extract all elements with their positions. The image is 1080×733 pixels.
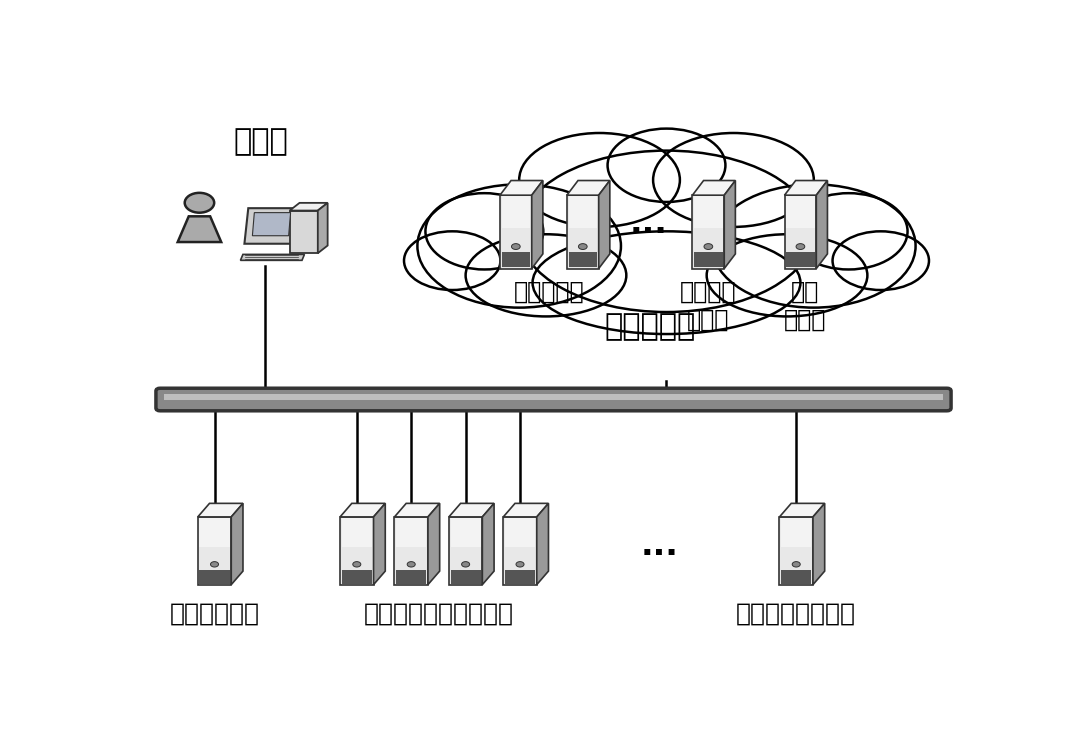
Polygon shape <box>598 180 610 268</box>
Ellipse shape <box>404 232 500 290</box>
Ellipse shape <box>653 133 814 227</box>
Polygon shape <box>289 210 318 253</box>
Text: 集成控制
虚拟机: 集成控制 虚拟机 <box>680 280 737 331</box>
Polygon shape <box>449 504 494 517</box>
Circle shape <box>704 243 713 249</box>
Text: 编译
虚拟机: 编译 虚拟机 <box>783 280 826 331</box>
Polygon shape <box>200 518 230 548</box>
Polygon shape <box>396 518 427 548</box>
Polygon shape <box>503 517 537 585</box>
Text: 代码版本库管理器: 代码版本库管理器 <box>737 602 856 625</box>
Polygon shape <box>692 180 735 195</box>
Ellipse shape <box>789 194 907 270</box>
Polygon shape <box>374 504 386 585</box>
Polygon shape <box>253 213 291 236</box>
Polygon shape <box>394 517 428 585</box>
Circle shape <box>211 561 218 567</box>
Text: ...: ... <box>630 207 667 240</box>
Polygon shape <box>501 196 530 228</box>
Polygon shape <box>318 203 327 253</box>
Polygon shape <box>780 517 813 585</box>
Polygon shape <box>198 504 243 517</box>
Circle shape <box>579 243 588 249</box>
Ellipse shape <box>519 150 814 312</box>
Circle shape <box>796 243 805 249</box>
Polygon shape <box>340 504 386 517</box>
Polygon shape <box>568 196 597 228</box>
Polygon shape <box>428 504 440 585</box>
Ellipse shape <box>833 232 929 290</box>
Polygon shape <box>450 518 481 548</box>
Polygon shape <box>450 570 481 583</box>
Text: ...: ... <box>640 528 678 561</box>
Polygon shape <box>244 208 297 244</box>
Polygon shape <box>816 180 827 268</box>
Text: 测试虚拟机: 测试虚拟机 <box>514 280 584 304</box>
Polygon shape <box>568 252 597 268</box>
Polygon shape <box>396 570 427 583</box>
Polygon shape <box>781 570 811 583</box>
Text: 数据库服务器: 数据库服务器 <box>170 602 259 625</box>
Polygon shape <box>781 518 811 548</box>
Polygon shape <box>394 504 440 517</box>
FancyBboxPatch shape <box>156 388 951 410</box>
Polygon shape <box>340 517 374 585</box>
Ellipse shape <box>608 128 726 202</box>
Polygon shape <box>567 180 610 195</box>
Polygon shape <box>786 252 814 268</box>
Polygon shape <box>784 195 816 268</box>
FancyBboxPatch shape <box>164 394 943 399</box>
Polygon shape <box>501 252 530 268</box>
Circle shape <box>407 561 415 567</box>
Polygon shape <box>198 517 231 585</box>
Text: 云计算平台: 云计算平台 <box>604 312 696 341</box>
Ellipse shape <box>706 235 867 317</box>
Polygon shape <box>813 504 825 585</box>
Polygon shape <box>449 517 483 585</box>
Polygon shape <box>780 504 825 517</box>
Polygon shape <box>231 504 243 585</box>
Ellipse shape <box>712 185 916 308</box>
Polygon shape <box>505 518 535 548</box>
Polygon shape <box>500 180 543 195</box>
Polygon shape <box>537 504 549 585</box>
Circle shape <box>461 561 470 567</box>
Polygon shape <box>505 570 535 583</box>
Polygon shape <box>289 203 327 210</box>
Polygon shape <box>500 195 531 268</box>
Ellipse shape <box>426 194 543 270</box>
Circle shape <box>512 243 521 249</box>
Polygon shape <box>531 180 543 268</box>
Circle shape <box>353 561 361 567</box>
Polygon shape <box>725 180 735 268</box>
Polygon shape <box>341 570 372 583</box>
Circle shape <box>793 561 800 567</box>
Polygon shape <box>694 252 723 268</box>
Ellipse shape <box>532 232 800 334</box>
Polygon shape <box>241 254 305 260</box>
Polygon shape <box>483 504 494 585</box>
Ellipse shape <box>465 235 626 317</box>
Polygon shape <box>341 518 372 548</box>
Ellipse shape <box>417 185 621 308</box>
Polygon shape <box>503 504 549 517</box>
Polygon shape <box>200 570 230 583</box>
Polygon shape <box>178 216 221 242</box>
Polygon shape <box>692 195 725 268</box>
Text: 监控平台服务端服务器: 监控平台服务端服务器 <box>363 602 513 625</box>
Circle shape <box>185 193 214 213</box>
Polygon shape <box>567 195 598 268</box>
Circle shape <box>516 561 524 567</box>
Polygon shape <box>694 196 723 228</box>
Polygon shape <box>786 196 814 228</box>
Ellipse shape <box>519 133 680 227</box>
Polygon shape <box>784 180 827 195</box>
Text: 工作站: 工作站 <box>233 127 288 155</box>
